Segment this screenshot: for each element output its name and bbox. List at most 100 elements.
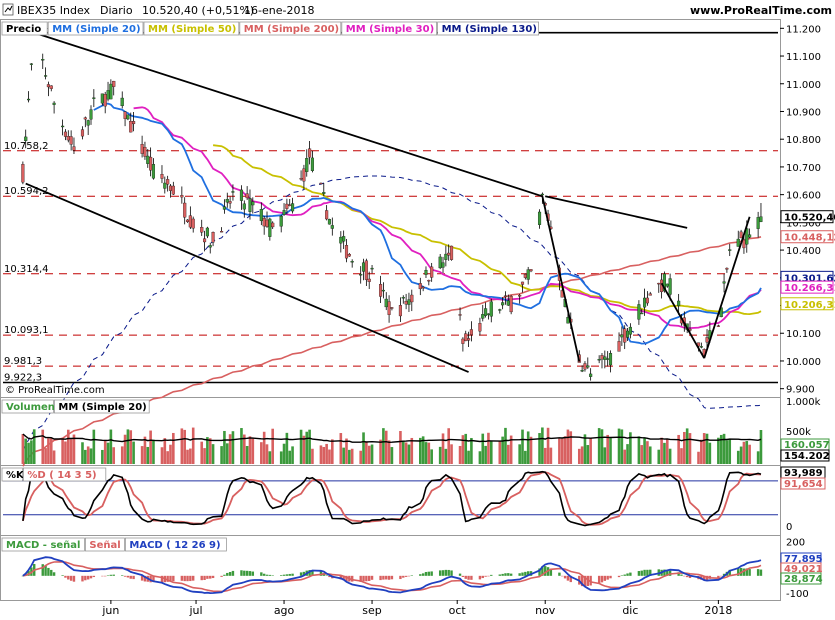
macd-histogram-bar [180, 575, 184, 581]
macd-histogram-bar [41, 564, 44, 576]
legend-box [125, 537, 227, 552]
candle-body [342, 236, 346, 242]
candle-body [418, 283, 422, 290]
legend-label: MM (Simple 200) [244, 24, 339, 35]
volume-bar [186, 449, 189, 464]
volume-bar [688, 433, 692, 464]
chart-icon[interactable] [2, 3, 14, 16]
volume-bar [444, 448, 448, 464]
volume-bar [504, 427, 507, 464]
volume-bar [180, 428, 184, 464]
axis-label: 11.000 [786, 80, 821, 91]
volume-bar [325, 443, 328, 464]
macd-histogram-bar [350, 575, 354, 582]
macd-histogram-bar [206, 575, 209, 579]
candle-body [506, 300, 510, 306]
candle-body [52, 102, 56, 105]
volume-bar [305, 431, 309, 464]
axis-label: 10.600 [786, 191, 821, 202]
macd-histogram-bar [430, 571, 433, 576]
volume-bar [183, 429, 186, 464]
volume-bar [223, 430, 226, 464]
month-label: jul [188, 604, 202, 617]
volume-bar [407, 444, 411, 464]
trendline [660, 282, 705, 359]
volume-bar [419, 437, 422, 464]
candle-body [149, 156, 153, 171]
candle-body [151, 164, 156, 179]
macd-histogram-bar [458, 573, 462, 576]
candle-body [586, 365, 590, 368]
legend-label: %D ( 14 3 5) [27, 470, 96, 481]
macd-histogram-bar [580, 575, 584, 587]
macd-histogram-bar [200, 575, 203, 581]
legend-label: MACD - señal [6, 540, 80, 551]
volume-bar [126, 429, 130, 464]
macd-histogram-bar [450, 570, 453, 576]
macd-histogram-bar [518, 573, 521, 576]
volume-bar [288, 450, 292, 464]
price-tag [780, 210, 834, 224]
macd-histogram-bar [623, 574, 626, 576]
macd-histogram-bar [498, 574, 501, 576]
legends: Precio MM (Simple 20) MM (Simple 50) MM (Si… [1, 21, 540, 552]
macd-histogram-bar [288, 573, 291, 576]
stoch-tag-label: 93,989 [784, 468, 823, 479]
candle-body [387, 301, 391, 315]
macd-histogram-bar [109, 574, 113, 576]
candle-body [183, 202, 187, 218]
volume-bar [609, 438, 612, 464]
macd-histogram-bar [737, 568, 740, 576]
candle-body [63, 131, 68, 137]
macd-histogram-bar [265, 574, 269, 576]
watermark: © ProRealTime.com [5, 385, 105, 396]
macd-axis-label: 200 [786, 538, 805, 549]
macd-histogram-bar [663, 569, 666, 576]
volume-bar [166, 451, 169, 464]
ma50-line [212, 144, 762, 316]
volume-tag [780, 449, 830, 462]
level-labels: 11.184,410.758,210.594,210.314,410.093,1… [4, 23, 49, 384]
volume-bar [331, 439, 334, 464]
macd-histogram-bar [597, 575, 601, 584]
volume-bar [291, 446, 294, 464]
macd-histogram-bar [342, 575, 345, 581]
macd-histogram-bar [291, 573, 294, 576]
macd-histogram-bar [728, 569, 731, 576]
candle-body [381, 289, 385, 292]
candle-body [69, 136, 73, 145]
volume-bar [89, 448, 93, 464]
level-label: 10.758,2 [4, 141, 49, 152]
month-label: dic [622, 604, 638, 617]
volume-bar [526, 431, 530, 464]
macd-histogram-bar [461, 575, 465, 577]
volume-bar [61, 439, 64, 464]
volume-bar [149, 430, 152, 464]
candle-body [26, 98, 31, 101]
volume-bar [677, 434, 680, 464]
candle-body [540, 193, 544, 196]
period-label: Diario [100, 4, 133, 17]
macd-histogram-bar [538, 568, 541, 576]
macd-histogram-bar [365, 575, 368, 582]
volume-bar [736, 450, 740, 464]
macd-histogram-bar [27, 570, 30, 576]
trendlines[interactable] [25, 31, 751, 373]
volume-bar [44, 448, 47, 464]
legend-label: Precio [6, 24, 41, 35]
volume-bar [72, 434, 76, 464]
stoch-tag-label: 91,654 [784, 479, 823, 490]
volume-bar [32, 429, 36, 464]
macd-histogram-bar [544, 566, 547, 576]
macd-histogram-bar [69, 575, 73, 581]
candle-body [597, 359, 601, 361]
site-label[interactable]: www.ProRealTime.com [690, 4, 832, 17]
legend-box [1, 21, 48, 36]
candle-body [537, 211, 542, 225]
price-tag-label: 10.206,31 [784, 300, 835, 311]
volume-tag-label: 160.057 [784, 440, 830, 451]
axis-label: 10.700 [786, 163, 821, 174]
volume-bar [189, 448, 192, 464]
